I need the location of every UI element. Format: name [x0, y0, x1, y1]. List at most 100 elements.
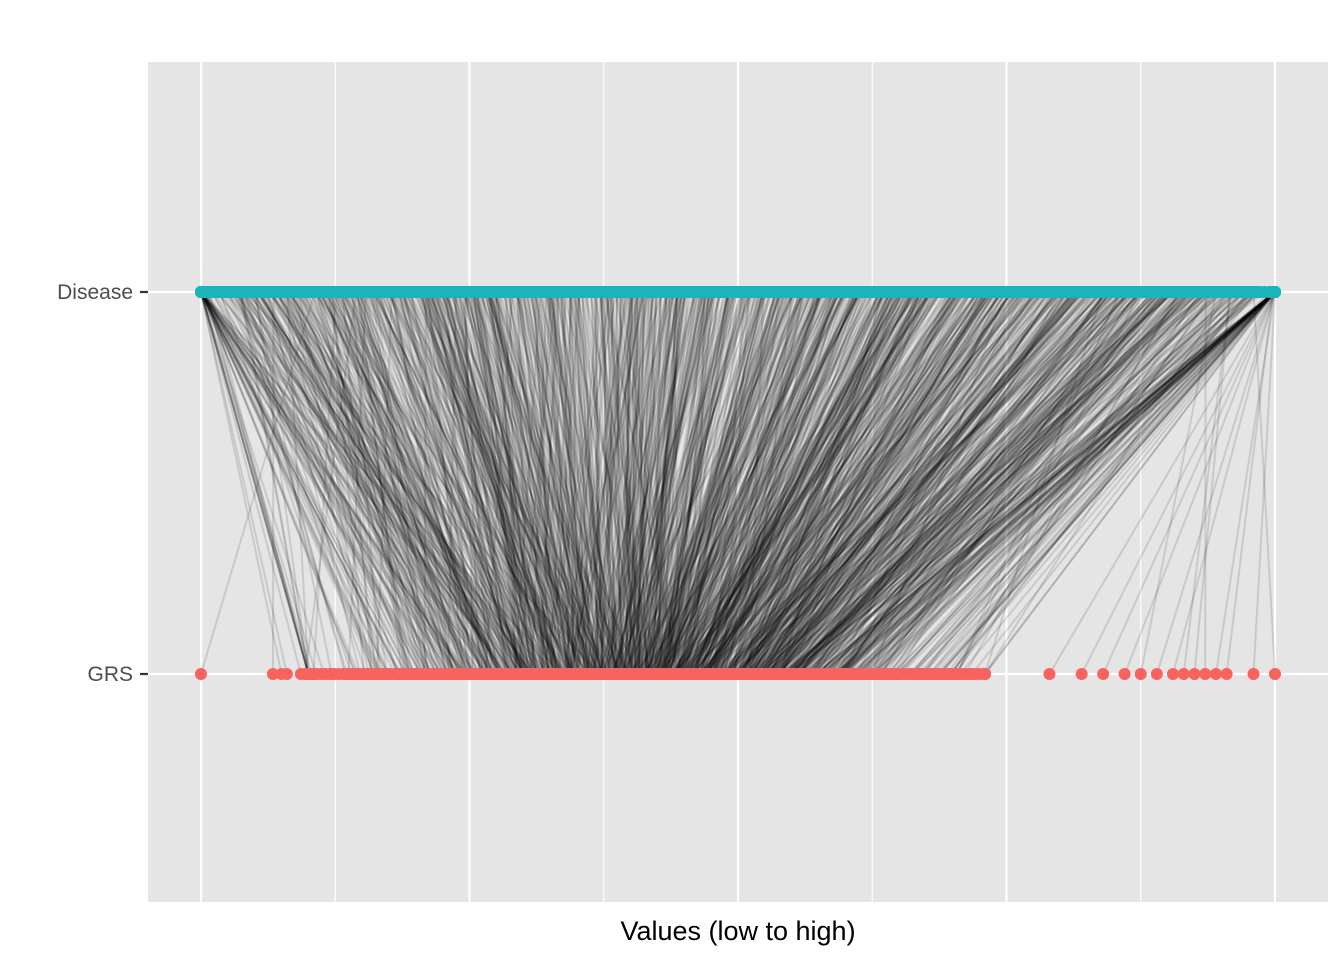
link-line [494, 291, 565, 675]
link-line [552, 291, 607, 675]
link-line [375, 291, 532, 675]
link-line [634, 291, 794, 675]
link-line [606, 291, 672, 675]
link-line [428, 291, 597, 675]
link-line [605, 291, 697, 675]
link-line [597, 291, 723, 675]
link-line [416, 291, 570, 675]
link-line [552, 291, 570, 675]
link-line [449, 291, 586, 675]
link-line [343, 291, 501, 675]
link-line [512, 291, 603, 675]
link-line [471, 291, 560, 675]
link-line [445, 291, 538, 675]
link-line [243, 291, 486, 675]
link-line [323, 291, 509, 675]
link-line [359, 291, 576, 675]
link-line [487, 291, 555, 675]
link-line [200, 291, 310, 675]
link-line [248, 291, 463, 675]
link-line [390, 291, 525, 675]
link-line [258, 291, 487, 675]
link-line [334, 291, 529, 675]
link-line [314, 291, 498, 675]
link-line [600, 291, 806, 675]
link-line [342, 291, 449, 675]
link-line [605, 291, 625, 675]
link-line [550, 291, 598, 675]
link-line [422, 291, 470, 675]
link-line [427, 291, 465, 675]
link-line [317, 291, 528, 675]
link-line [355, 291, 494, 675]
link-line [312, 291, 338, 675]
link-line [268, 291, 475, 675]
link-line [533, 291, 554, 675]
link-line [200, 291, 402, 675]
link-line [568, 291, 575, 675]
link-line [615, 291, 693, 675]
link-line [314, 291, 469, 675]
link-line [205, 291, 464, 675]
link-line [204, 291, 310, 675]
link-line [485, 291, 599, 675]
link-line [434, 291, 546, 675]
link-line [319, 291, 500, 675]
link-line [251, 291, 475, 675]
link-line [270, 291, 461, 675]
link-line [235, 291, 459, 675]
link-line [545, 291, 580, 675]
link-line [286, 291, 310, 675]
link-line [289, 291, 428, 675]
link-line [309, 291, 486, 675]
link-line [487, 291, 603, 675]
link-line [372, 291, 566, 675]
link-line [275, 291, 487, 675]
link-line [631, 291, 791, 675]
link-line [244, 291, 600, 675]
link-line [334, 291, 468, 675]
link-line [598, 291, 632, 675]
link-line [326, 291, 502, 675]
link-line [395, 291, 589, 675]
link-line [598, 291, 700, 675]
link-line [392, 291, 557, 675]
link-line [301, 291, 502, 675]
link-line [219, 291, 353, 675]
link-line [576, 291, 585, 675]
link-line [494, 291, 571, 675]
link-line [616, 291, 759, 675]
link-line [284, 291, 440, 675]
link-line [570, 291, 639, 675]
link-line [354, 291, 494, 675]
link-line [630, 291, 651, 675]
link-line [517, 291, 557, 675]
link-line [205, 291, 310, 675]
link-line [341, 291, 531, 675]
link-line [445, 291, 541, 675]
link-line [628, 291, 700, 675]
link-line [630, 291, 789, 675]
link-line [599, 291, 623, 675]
link-line [210, 291, 422, 675]
link-line [407, 291, 597, 675]
link-line [464, 291, 551, 675]
link-line [200, 291, 288, 675]
link-line [571, 291, 578, 675]
link-line [268, 291, 506, 675]
link-line [473, 291, 573, 675]
link-line [628, 291, 738, 675]
link-line [251, 291, 492, 675]
link-line [341, 291, 373, 675]
link-line [549, 291, 608, 675]
link-line [318, 291, 421, 675]
link-line [547, 291, 595, 675]
link-line [613, 291, 702, 675]
link-line [217, 291, 511, 675]
link-line [331, 291, 414, 675]
link-line [374, 291, 526, 675]
link-line [547, 291, 617, 675]
link-line [464, 291, 531, 675]
link-line [240, 291, 482, 675]
link-line [599, 291, 614, 675]
